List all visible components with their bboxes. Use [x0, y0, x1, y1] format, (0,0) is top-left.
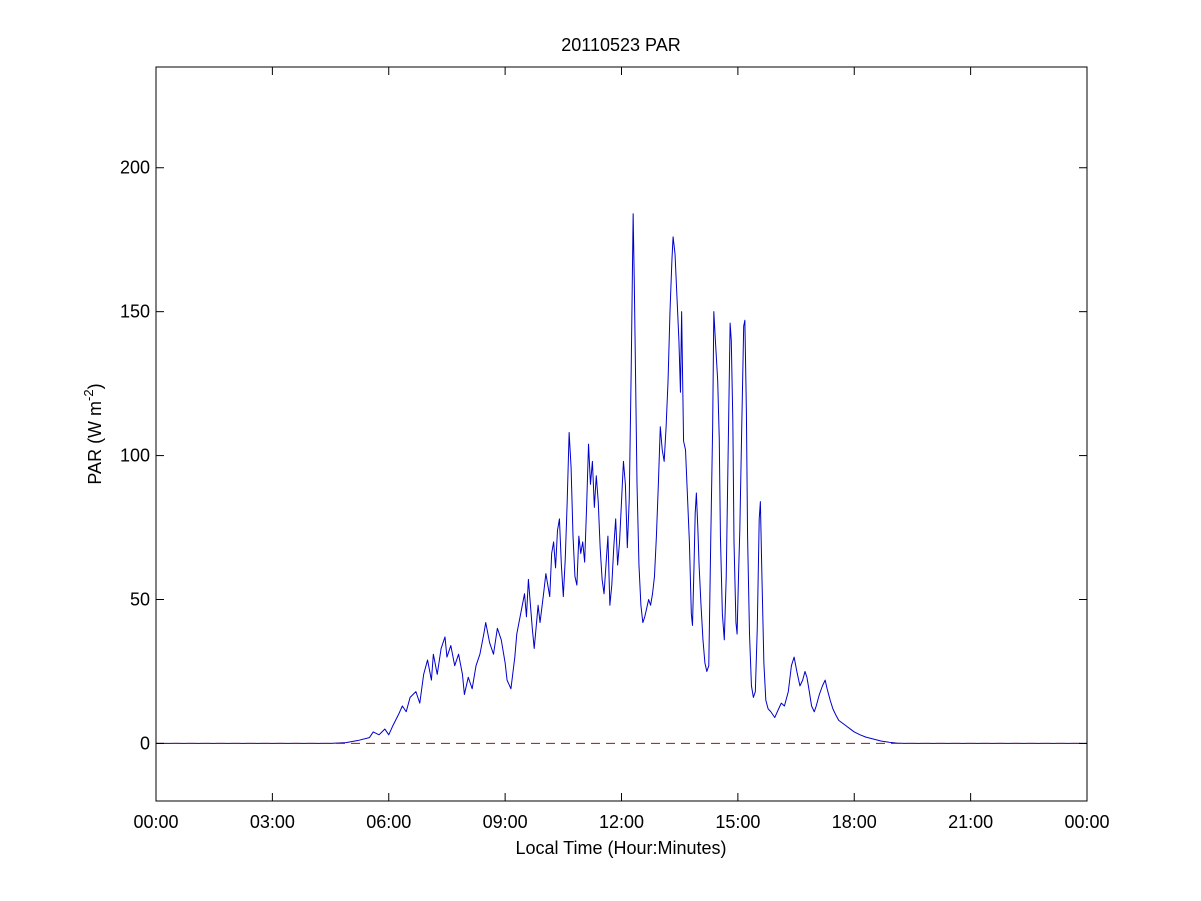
x-tick-label: 06:00: [366, 812, 411, 832]
y-tick-label: 100: [120, 446, 150, 466]
y-axis-title-close: ): [85, 383, 105, 389]
plot-area: [156, 67, 1087, 801]
y-tick-label: 0: [140, 733, 150, 753]
chart-title: 20110523 PAR: [561, 35, 680, 55]
x-tick-label: 12:00: [599, 812, 644, 832]
x-tick-label: 00:00: [1064, 812, 1109, 832]
y-tick-label: 200: [120, 158, 150, 178]
y-tick-label: 50: [130, 590, 150, 610]
y-tick-label: 150: [120, 302, 150, 322]
x-tick-label: 09:00: [483, 812, 528, 832]
x-tick-label: 03:00: [250, 812, 295, 832]
y-axis-title: PAR (W m-2): [81, 383, 105, 484]
plot-frame: [155, 66, 1088, 802]
x-tick-label: 00:00: [133, 812, 178, 832]
x-axis-title: Local Time (Hour:Minutes): [515, 838, 726, 858]
y-axis-title-superscript: -2: [81, 389, 96, 401]
ticks-layer: 00:00 03:00 06:00 09:00 12:00 15:00 18:00 21:00…: [120, 67, 1110, 832]
x-tick-label: 18:00: [832, 812, 877, 832]
x-tick-label: 21:00: [948, 812, 993, 832]
x-tick-label: 15:00: [715, 812, 760, 832]
par-series-line: [156, 213, 1087, 744]
y-axis-title-base: PAR (W m: [85, 401, 105, 485]
series-layer: [156, 213, 1087, 744]
